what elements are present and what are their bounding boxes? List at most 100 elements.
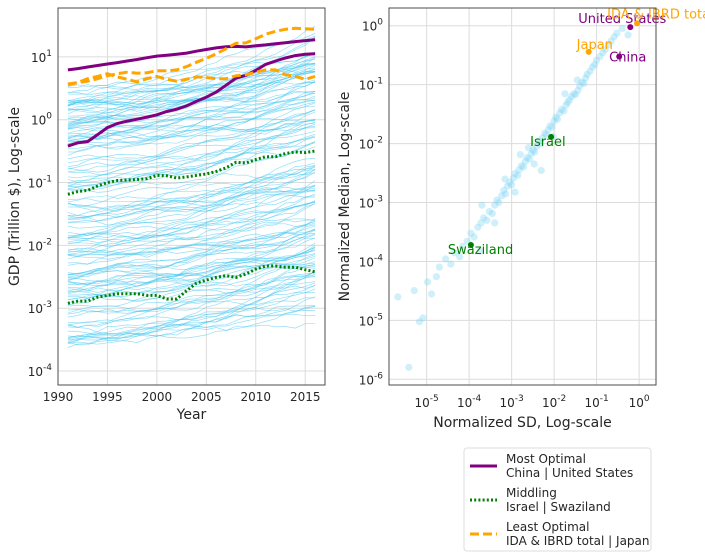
y-tick-label: 100 [31,112,52,128]
scatter-point [495,198,503,207]
scatter-point [435,263,443,271]
background-line [67,158,316,220]
scatter-point [558,105,566,113]
scatter-point [419,314,427,322]
y-tick-label: 10-2 [359,136,383,152]
scatter-point [556,109,564,117]
background-line [67,184,316,253]
background-line [67,225,316,265]
scatter-point [525,155,533,163]
background-line [67,162,316,203]
x-tick-label: 10-2 [542,394,566,410]
scatter-point [553,115,562,123]
scatter-point [586,67,594,75]
scatter-point [533,142,541,150]
scatter-point [604,40,613,49]
x-tick-label: 1990 [43,390,74,404]
scatter-point [405,363,413,371]
x-tick-label-exponent: -5 [430,394,439,404]
scatter-point [450,249,458,257]
scatter-point [500,186,508,195]
scatter-point [508,181,516,189]
background-line [67,75,316,106]
scatter-point [552,113,560,121]
legend-box [463,447,652,552]
highlight-label-united-states: United States [578,12,666,27]
background-line [67,228,316,278]
scatter-point [467,229,475,237]
scatter-point [447,260,455,268]
x-tick-label: 2000 [142,390,173,404]
background-line [67,167,316,229]
x-tick-label-exponent: -3 [515,394,524,404]
scatter-point [570,90,578,98]
background-line [67,305,316,339]
background-line [67,195,316,239]
scatter-point [565,96,574,104]
y-tick-label: 10-6 [359,371,384,387]
y-tick-label-exponent: -1 [43,175,52,185]
background-line [67,200,316,240]
scatter-point [561,90,569,98]
background-line [67,171,316,236]
background-line [67,79,316,140]
background-line [67,247,316,291]
background-line [67,71,316,96]
background-line [67,292,316,314]
highlight-point-israel [548,133,555,140]
scatter-point [578,78,586,86]
background-line [67,264,316,318]
scatter-point [480,214,488,222]
scatter-point [477,219,485,227]
scatter-point [596,52,604,61]
scatter-point [478,201,486,209]
scatter-point [476,247,484,255]
background-line [67,130,316,173]
x-tick-label-exponent: -4 [472,394,481,404]
legend-item-title: Least Optimal [506,520,589,534]
scatter-point [591,60,599,69]
background-line [67,271,316,315]
highlight-label-japan: Japan [576,38,613,53]
legend-item-members: IDA & IBRD total | Japan [506,534,650,548]
gdp-line-chart: 1990 1995 2000 2005 2010 201510-410-310-210-1… [7,7,326,423]
background-line [67,136,316,192]
background-line [67,71,316,102]
legend-item-members: China | United States [506,466,633,480]
y-tick-label: 10-1 [359,77,383,93]
scatter-point [491,219,499,227]
scatter-point [483,216,491,224]
scatter-point [491,201,499,209]
legend-item-title: Middling [506,486,557,500]
background-line [67,90,316,109]
background-line [67,184,316,237]
background-line [67,109,316,140]
scatter-point [537,166,545,175]
y-tick-label: 10-4 [28,363,53,379]
scatter-point [548,123,556,131]
background-line [67,273,316,343]
x-tick-label: 2005 [191,390,222,404]
scatter-point [544,126,552,134]
background-line [67,119,316,149]
background-line [67,254,316,285]
x-tick-label: 10-5 [415,394,439,410]
background-line [67,261,316,326]
y-tick-label-exponent: -2 [43,237,52,247]
scatter-point [470,233,478,241]
y-tick-label-exponent: -4 [374,253,383,263]
scatter-point [523,153,531,162]
background-line [67,249,316,285]
background-line [67,63,316,117]
scatter-point [613,29,621,37]
x-tick-label: 100 [629,394,650,410]
legend-item-members: Israel | Swaziland [506,500,611,514]
background-line [67,81,316,115]
scatter-point [537,140,545,148]
background-line [67,253,316,275]
background-line [67,233,316,276]
scatter-point [582,74,590,82]
scatter-point [511,170,519,178]
scatter-point [593,56,601,64]
y-tick-label-exponent: 0 [377,18,383,28]
